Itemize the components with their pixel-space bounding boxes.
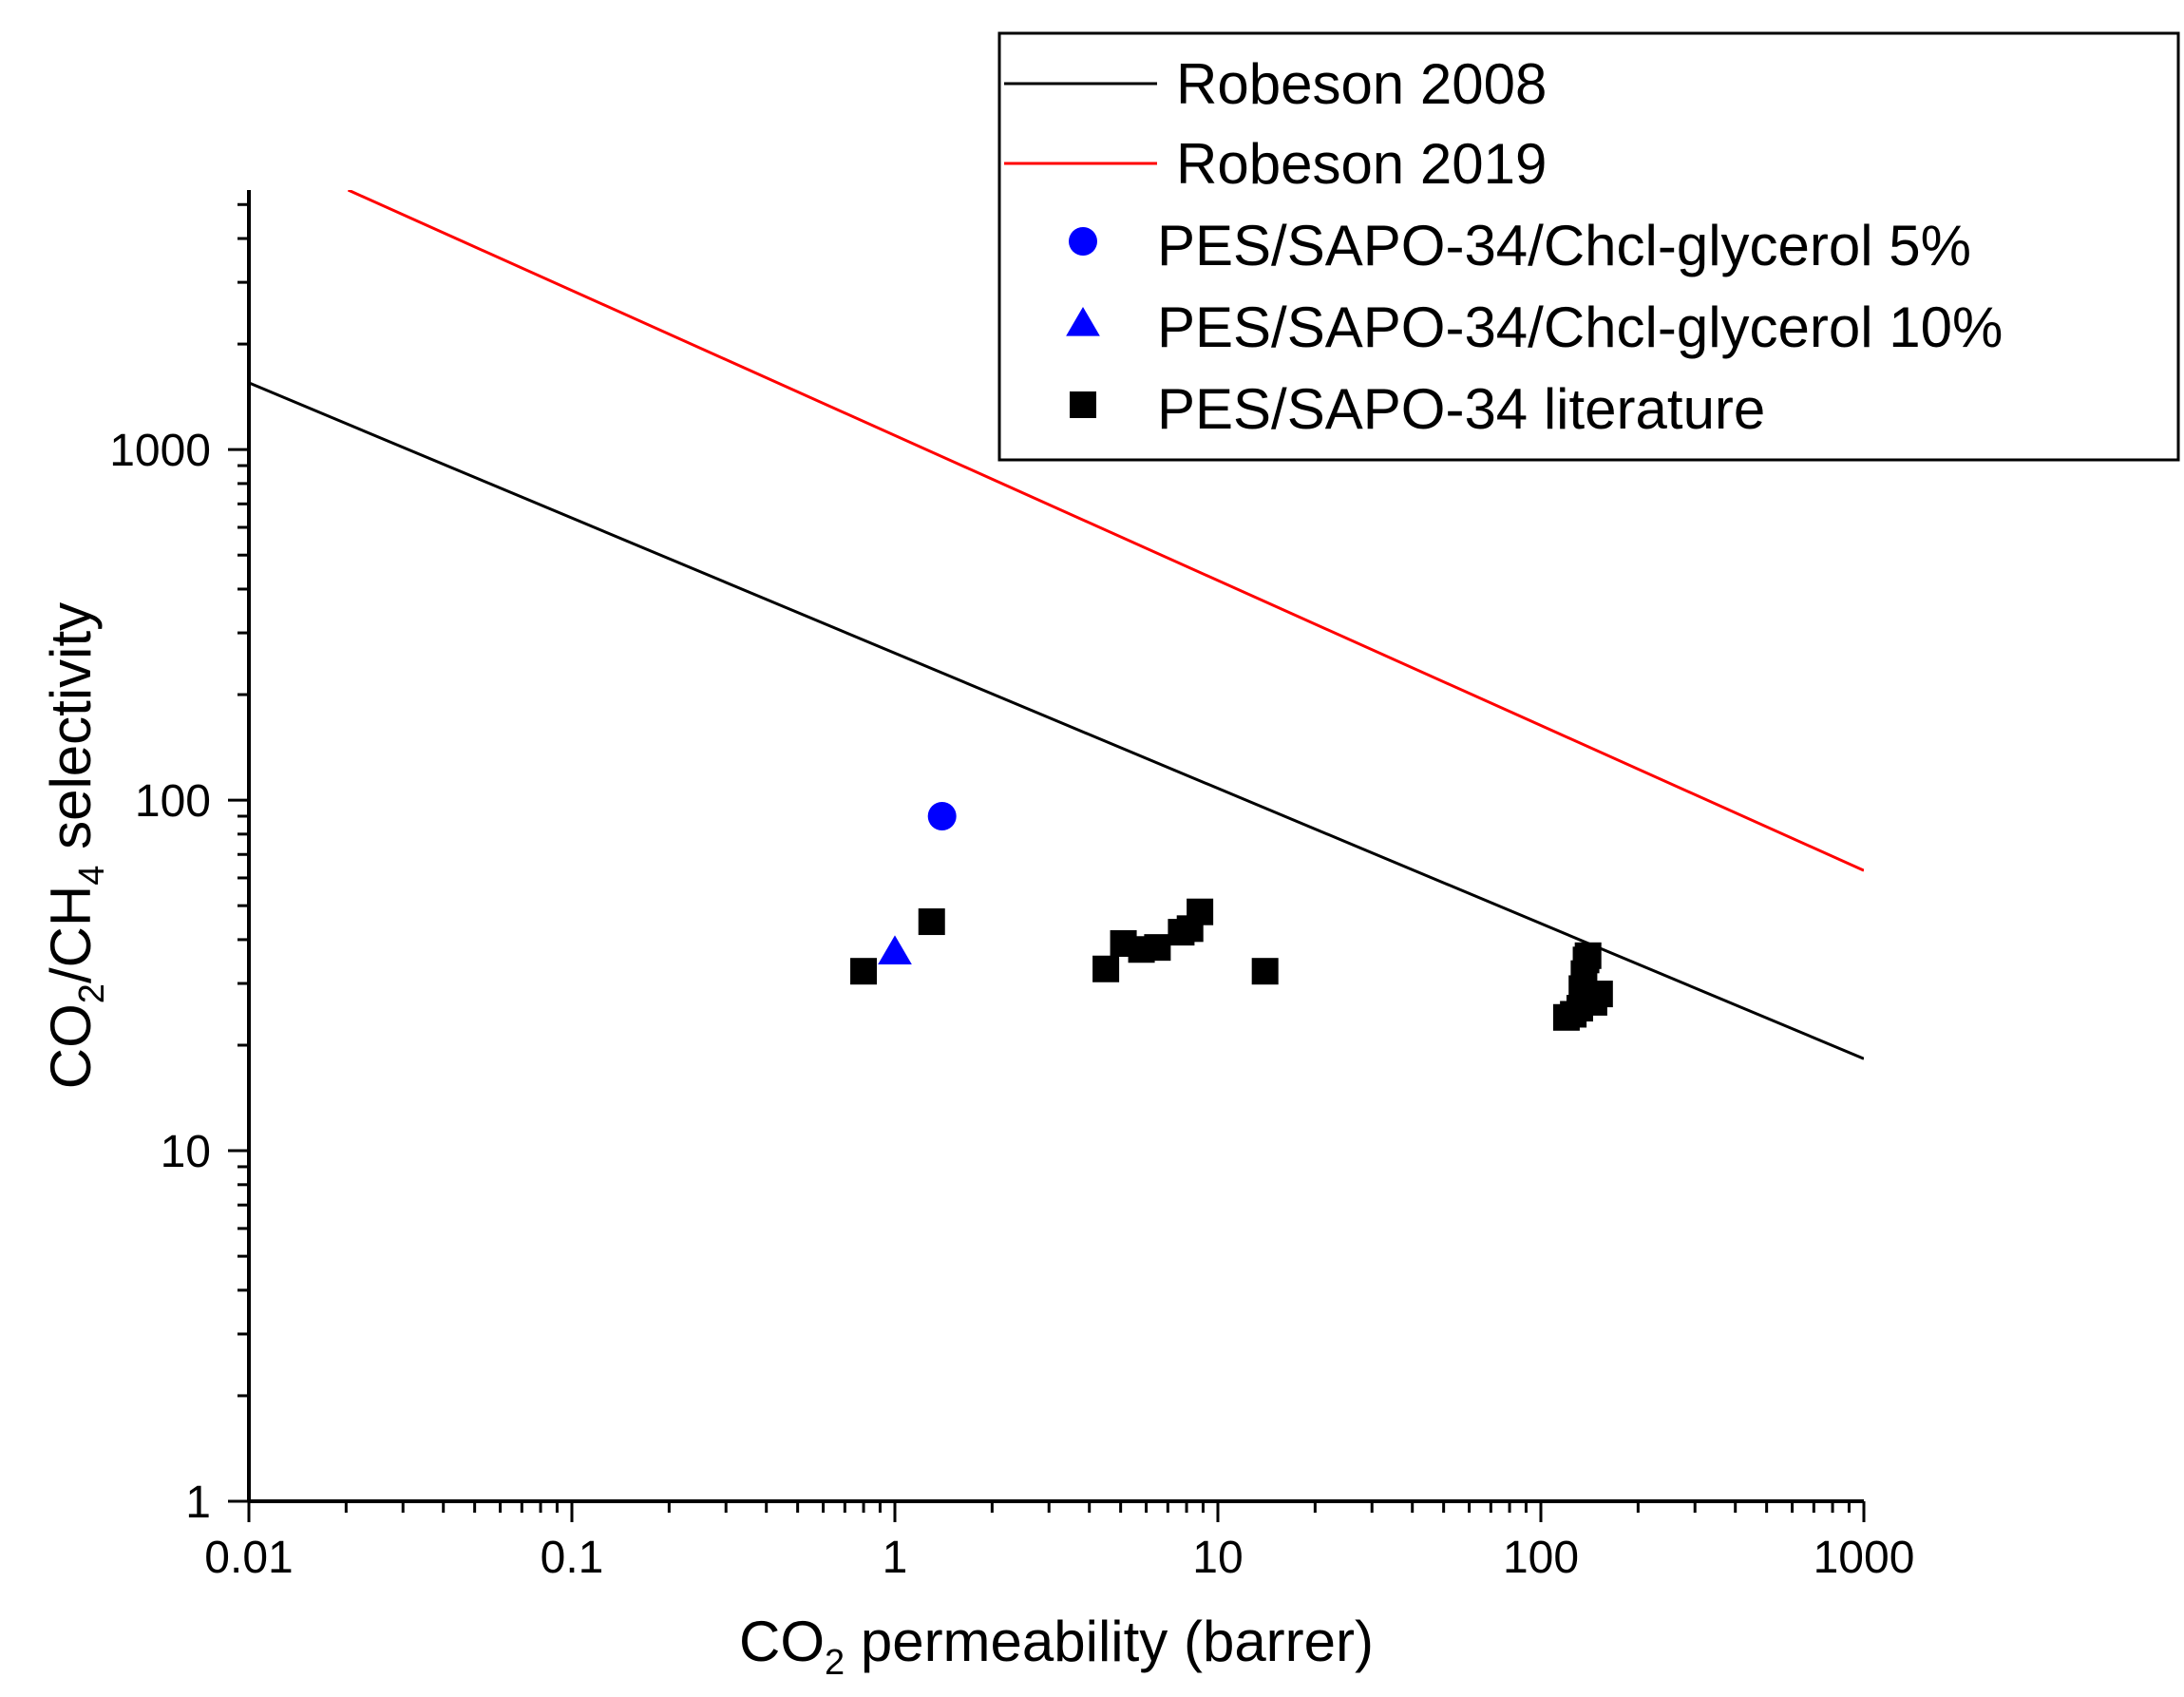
legend-label: Robeson 2019 bbox=[1176, 132, 1547, 196]
axes bbox=[247, 190, 1864, 1503]
x-axis-title: CO2 permeability (barrer) bbox=[739, 1610, 1374, 1683]
marker-layer bbox=[850, 801, 1613, 1031]
y-tick-label: 1000 bbox=[109, 426, 211, 476]
data-point-square bbox=[1092, 955, 1120, 982]
series-line-robeson-2008 bbox=[249, 381, 1864, 1060]
y-tick-label: 1 bbox=[185, 1478, 211, 1528]
legend-label: PES/SAPO-34/Chcl-glycerol 5% bbox=[1157, 214, 1971, 277]
data-point-square bbox=[1144, 934, 1171, 962]
data-point-square bbox=[918, 908, 945, 936]
data-point-circle bbox=[927, 801, 957, 830]
x-tick-label: 10 bbox=[1192, 1533, 1243, 1583]
data-point-triangle bbox=[878, 935, 912, 965]
ticks bbox=[228, 202, 1866, 1522]
y-axis-title: CO2/CH4 selectivity bbox=[39, 602, 112, 1089]
legend-label: PES/SAPO-34 literature bbox=[1157, 377, 1765, 441]
y-tick-label: 10 bbox=[161, 1127, 211, 1177]
legend-box bbox=[997, 31, 2180, 462]
x-tick-label: 100 bbox=[1503, 1533, 1579, 1583]
tick-labels: 0.01 0.1 1 10 100 1000 1 10 100 1000 bbox=[109, 426, 1914, 1583]
data-point-square bbox=[850, 958, 878, 985]
data-point-square bbox=[1574, 942, 1602, 969]
series-line-robeson-2019 bbox=[347, 190, 1864, 872]
x-tick-label: 0.01 bbox=[204, 1533, 293, 1583]
y-tick-label: 100 bbox=[135, 776, 211, 827]
data-point-square bbox=[1251, 958, 1279, 985]
data-point-square bbox=[1586, 981, 1613, 1008]
x-tick-label: 0.1 bbox=[541, 1533, 604, 1583]
legend-swatch-triangle bbox=[1066, 307, 1100, 336]
legend-swatch-circle bbox=[1069, 227, 1097, 256]
legend-label: Robeson 2008 bbox=[1176, 52, 1547, 116]
x-tick-label: 1000 bbox=[1814, 1533, 1915, 1583]
legend: Robeson 2008 Robeson 2019 PES/SAPO-34/Chcl… bbox=[997, 31, 2180, 462]
legend-label: PES/SAPO-34/Chcl-glycerol 10% bbox=[1157, 296, 2003, 359]
legend-swatch-square bbox=[1070, 391, 1096, 418]
data-point-square bbox=[1187, 898, 1214, 925]
x-tick-label: 1 bbox=[883, 1533, 908, 1583]
